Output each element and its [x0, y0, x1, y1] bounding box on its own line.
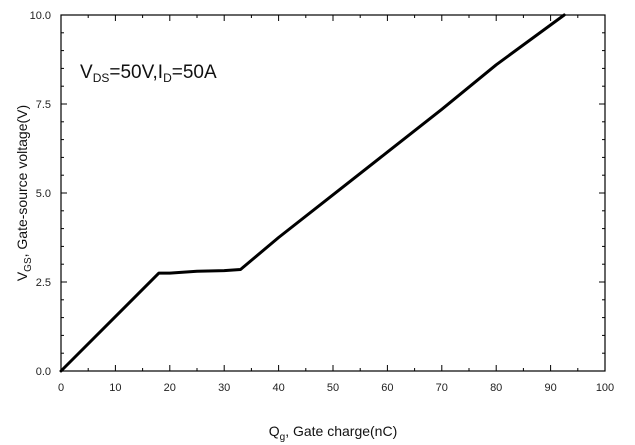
- x-tick-label: 60: [381, 382, 393, 394]
- x-tick-label: 20: [164, 382, 176, 394]
- condition-annotation: VDS=50V,ID=50A: [80, 62, 217, 85]
- x-axis-title: Qg, Gate charge(nC): [269, 423, 398, 443]
- y-tick-label: 10.0: [30, 10, 51, 22]
- x-tick-label: 80: [490, 382, 502, 394]
- x-tick-label: 100: [596, 382, 614, 394]
- y-tick-label: 7.5: [36, 99, 51, 111]
- x-tick-label: 0: [58, 382, 64, 394]
- x-tick-label: 40: [272, 382, 284, 394]
- y-tick-label: 2.5: [36, 277, 51, 289]
- x-tick-label: 70: [436, 382, 448, 394]
- x-tick-label: 10: [109, 382, 121, 394]
- y-tick-label: 5.0: [36, 188, 51, 200]
- y-axis-title: VGS, Gate-source voltage(V): [14, 105, 34, 281]
- series-line: [59, 13, 566, 373]
- x-tick-label: 30: [218, 382, 230, 394]
- x-tick-label: 50: [327, 382, 339, 394]
- x-tick-label: 90: [544, 382, 556, 394]
- y-tick-label: 0.0: [36, 366, 51, 378]
